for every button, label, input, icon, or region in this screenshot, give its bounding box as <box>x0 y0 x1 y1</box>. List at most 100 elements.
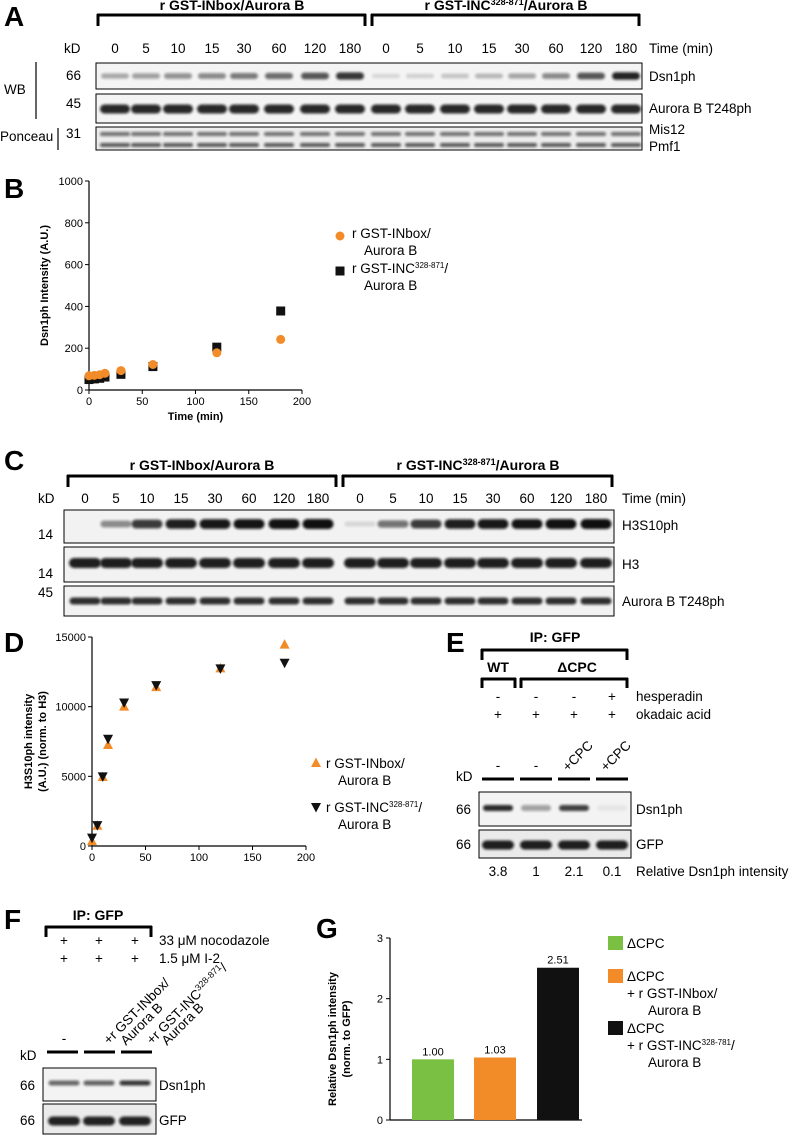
panel-e-okadaic-sign: + <box>570 707 578 722</box>
panel-b-x-tick-label: 150 <box>240 396 258 408</box>
panel-c-band-h3 <box>69 558 101 568</box>
panel-c-band-h3s10ph <box>131 519 163 529</box>
panel-a-band-pmf1 <box>300 143 330 147</box>
panel-f-mw-66a: 66 <box>20 1078 35 1093</box>
panel-c-band-aurorab <box>69 597 101 605</box>
panel-e-band-dsn1ph <box>483 805 513 811</box>
panel-g-bar-value: 2.51 <box>547 955 568 967</box>
panel-a-band-mis12 <box>474 132 504 136</box>
panel-c-band-aurorab <box>511 597 543 605</box>
panel-c-band-aurorab <box>580 597 612 605</box>
panel-a-band-mis12 <box>131 132 161 136</box>
panel-a-kd: kD <box>64 41 81 56</box>
panel-e-row-gfp: GFP <box>636 837 664 852</box>
panel-g-legend-label: + r GST-INbox/ <box>627 986 718 1001</box>
panel-a-time-0: 0 <box>111 41 119 56</box>
panel-b-x-tick-label: 100 <box>186 396 204 408</box>
panel-e-relative-value: 0.1 <box>603 864 622 879</box>
panel-a-band-dsn1ph <box>406 73 434 79</box>
panel-g-bar <box>537 967 579 1120</box>
panel-c-western-blot: C r GST-INbox/Aurora B r GST-INC328-871/… <box>4 445 725 617</box>
panel-a-band-aurorab <box>405 104 435 114</box>
panel-f-i2-label: 1.5 μM I-2 <box>159 951 220 966</box>
panel-a-time-120: 120 <box>304 41 327 56</box>
panel-a-band-aurorab <box>541 104 571 114</box>
panel-c-band-h3s10ph <box>444 519 476 529</box>
panel-c-band-h3 <box>100 558 132 568</box>
panel-a-band-pmf1 <box>131 143 161 147</box>
panel-f-lane1: - <box>62 1031 67 1046</box>
panel-g-bar-value: 1.03 <box>484 1045 505 1057</box>
panel-a-time-180: 180 <box>615 41 638 56</box>
panel-c-band-h3s10ph <box>199 519 231 529</box>
panel-g-bar <box>412 1059 454 1120</box>
panel-c-time-0: 0 <box>356 491 364 506</box>
panel-a-band-aurorab <box>371 104 401 114</box>
panel-a-band-dsn1ph <box>441 73 469 79</box>
panel-b-y-tick-label: 600 <box>65 260 83 272</box>
panel-e-okadaic-sign: + <box>608 707 616 722</box>
panel-a-band-aurorab <box>197 104 227 114</box>
panel-d-x-tick-label: 200 <box>297 852 315 864</box>
panel-d-legend-label: Aurora B <box>338 773 391 788</box>
panel-g-legend-label: ΔCPC <box>627 1021 665 1036</box>
panel-a-band-aurorab <box>576 104 606 114</box>
panel-a-mw-31: 31 <box>66 126 81 141</box>
panel-b-point <box>212 342 222 352</box>
panel-c-kd: kD <box>38 491 55 506</box>
panel-c-band-h3 <box>377 558 409 568</box>
panel-g-legend-swatch <box>608 969 623 983</box>
panel-a-time-120: 120 <box>580 41 603 56</box>
panel-b-legend-label: Aurora B <box>364 243 417 258</box>
panel-f-mw-66b: 66 <box>20 1113 35 1128</box>
panel-e-hesperadin-sign: + <box>608 689 616 704</box>
panel-a-band-pmf1 <box>229 143 259 147</box>
panel-a-time-60: 60 <box>548 41 563 56</box>
panel-b-y-tick-label: 0 <box>77 385 83 397</box>
panel-c-band-h3s10ph <box>302 519 334 529</box>
panel-a-band-mis12 <box>300 132 330 136</box>
panel-a-wb-label: WB <box>4 82 26 97</box>
panel-c-time-10: 10 <box>418 491 433 506</box>
panel-a-band-mis12 <box>335 132 365 136</box>
panel-d-point <box>279 639 290 649</box>
panel-a-time-15: 15 <box>481 41 496 56</box>
panel-e-band-dsn1ph <box>521 805 551 811</box>
panel-e-okadaic-sign: + <box>494 707 502 722</box>
panel-a-band-pmf1 <box>163 143 193 147</box>
panel-c-mw-14a: 14 <box>38 527 54 542</box>
panel-c-band-h3s10ph <box>377 520 409 528</box>
panel-e-hesperadin-label: hesperadin <box>636 689 703 704</box>
panel-b-legend-label: Aurora B <box>364 278 417 293</box>
panel-e-okadaic-sign: + <box>532 707 540 722</box>
panel-b-point <box>212 348 222 358</box>
panel-c-band-aurorab <box>444 597 476 605</box>
panel-d-x-tick-label: 150 <box>243 852 261 864</box>
panel-c-band-aurorab <box>377 597 409 605</box>
panel-a-letter: A <box>4 1 24 32</box>
panel-a-band-dsn1ph <box>230 72 258 80</box>
panel-d-point <box>103 734 114 745</box>
panel-c-band-aurorab <box>233 597 265 605</box>
panel-a-time-10: 10 <box>447 41 462 56</box>
panel-a-mw-45: 45 <box>66 96 81 111</box>
panel-d-y-tick-label: 0 <box>80 841 86 853</box>
panel-a-group2-label: r GST-INC328-871/Aurora B <box>425 0 588 13</box>
panel-b-legend-label: r GST-INC328-871/ <box>352 261 448 276</box>
panel-a-row-pmf1: Pmf1 <box>649 139 681 154</box>
panel-d-legend-marker <box>311 757 321 767</box>
panel-a-band-pmf1 <box>507 143 537 147</box>
panel-f-ip-blot: F IP: GFP + + + + + + 33 μM nocodazole 1.5 μM… <box>4 904 270 1135</box>
panel-f-nocodazole-label: 33 μM nocodazole <box>159 933 270 948</box>
panel-b-x-tick-label: 50 <box>136 396 148 408</box>
panel-c-row-aurorab: Aurora B T248ph <box>622 594 725 609</box>
panel-a-band-dsn1ph <box>336 72 364 80</box>
panel-a-row-dsn1ph: Dsn1ph <box>649 69 696 84</box>
panel-e-okadaic-label: okadaic acid <box>636 707 711 722</box>
panel-a-band-mis12 <box>100 132 130 136</box>
panel-a-row-mis12: Mis12 <box>649 122 685 137</box>
panel-a-band-pmf1 <box>440 143 470 147</box>
panel-e-relative-value: 2.1 <box>565 864 584 879</box>
panel-f-band-gfp <box>83 1116 115 1126</box>
panel-c-band-h3s10ph <box>477 519 509 529</box>
